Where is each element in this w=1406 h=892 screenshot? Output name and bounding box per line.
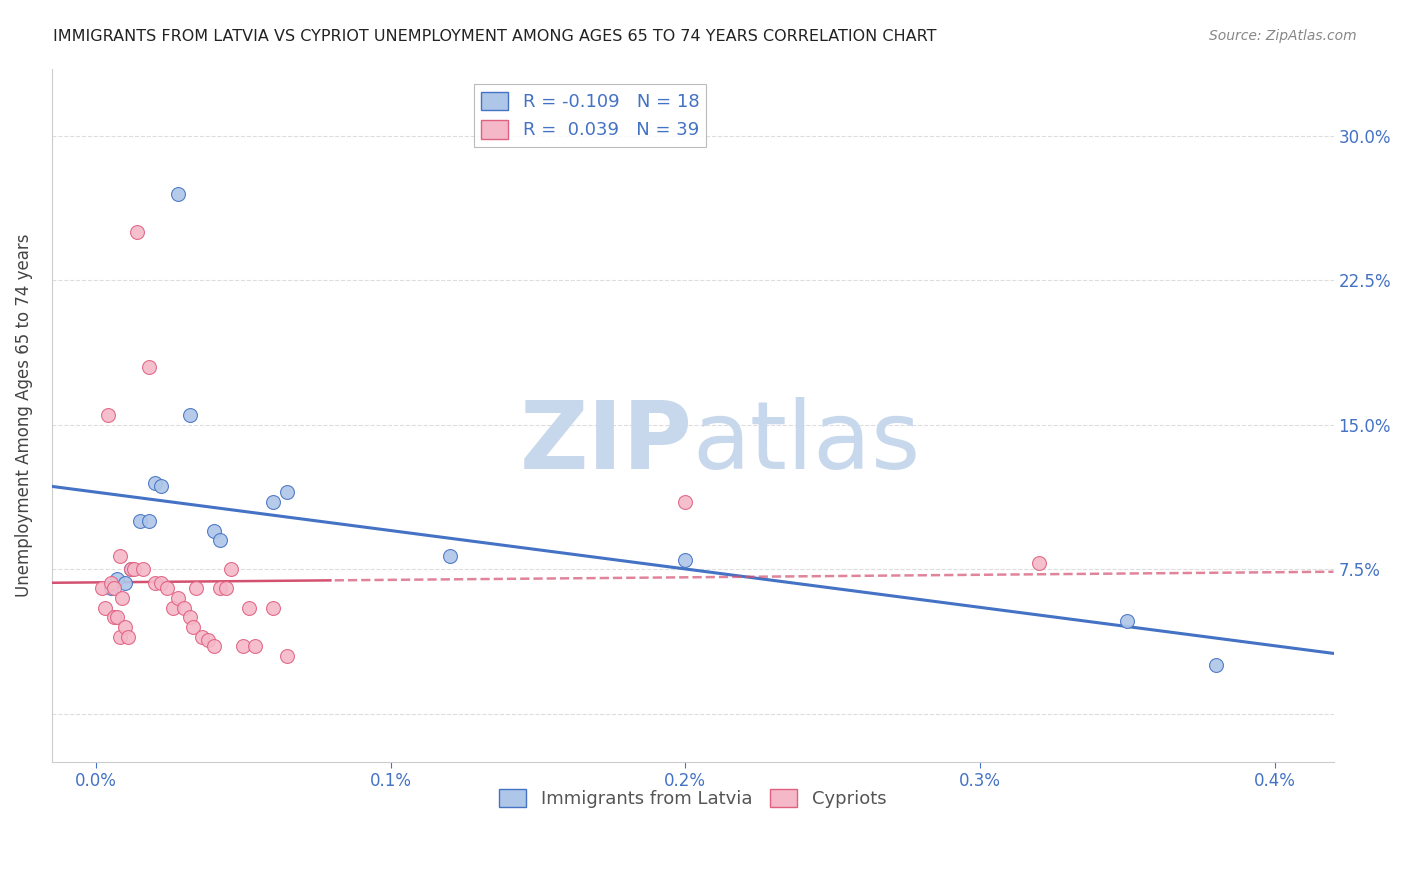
Point — [214, 582, 236, 596]
Point — [439, 549, 461, 563]
Point — [156, 582, 179, 596]
Point — [143, 575, 166, 590]
Point — [111, 591, 134, 606]
Point — [108, 630, 131, 644]
Text: ZIP: ZIP — [520, 397, 693, 489]
Point — [167, 591, 190, 606]
Point — [243, 639, 266, 653]
Point — [202, 639, 225, 653]
Point — [262, 495, 284, 509]
Point — [167, 186, 190, 201]
Point — [191, 630, 214, 644]
Point — [127, 225, 149, 239]
Y-axis label: Unemployment Among Ages 65 to 74 years: Unemployment Among Ages 65 to 74 years — [15, 234, 32, 597]
Point — [138, 514, 160, 528]
Point — [179, 610, 201, 624]
Point — [184, 582, 207, 596]
Point — [114, 620, 136, 634]
Point — [232, 639, 254, 653]
Point — [103, 610, 125, 624]
Point — [276, 648, 298, 663]
Point — [122, 562, 145, 576]
Point — [162, 600, 184, 615]
Point — [132, 562, 155, 576]
Point — [197, 633, 219, 648]
Text: IMMIGRANTS FROM LATVIA VS CYPRIOT UNEMPLOYMENT AMONG AGES 65 TO 74 YEARS CORRELA: IMMIGRANTS FROM LATVIA VS CYPRIOT UNEMPL… — [53, 29, 936, 45]
Point — [117, 630, 139, 644]
Point — [138, 359, 160, 374]
Point — [1116, 614, 1139, 628]
Point — [673, 552, 696, 566]
Point — [208, 582, 231, 596]
Point — [673, 495, 696, 509]
Point — [181, 620, 204, 634]
Point — [129, 514, 152, 528]
Legend: Immigrants from Latvia, Cypriots: Immigrants from Latvia, Cypriots — [492, 781, 893, 815]
Text: Source: ZipAtlas.com: Source: ZipAtlas.com — [1209, 29, 1357, 44]
Point — [179, 408, 201, 422]
Point — [1028, 557, 1050, 571]
Point — [208, 533, 231, 548]
Point — [100, 582, 122, 596]
Point — [114, 575, 136, 590]
Text: atlas: atlas — [693, 397, 921, 489]
Point — [94, 600, 117, 615]
Point — [202, 524, 225, 538]
Point — [1205, 658, 1227, 673]
Point — [103, 582, 125, 596]
Point — [221, 562, 243, 576]
Point — [105, 610, 128, 624]
Point — [90, 582, 112, 596]
Point — [120, 562, 142, 576]
Point — [262, 600, 284, 615]
Point — [276, 485, 298, 500]
Point — [238, 600, 260, 615]
Point — [100, 575, 122, 590]
Point — [173, 600, 195, 615]
Point — [149, 479, 172, 493]
Point — [120, 562, 142, 576]
Point — [143, 475, 166, 490]
Point — [108, 549, 131, 563]
Point — [105, 572, 128, 586]
Point — [97, 408, 120, 422]
Point — [149, 575, 172, 590]
